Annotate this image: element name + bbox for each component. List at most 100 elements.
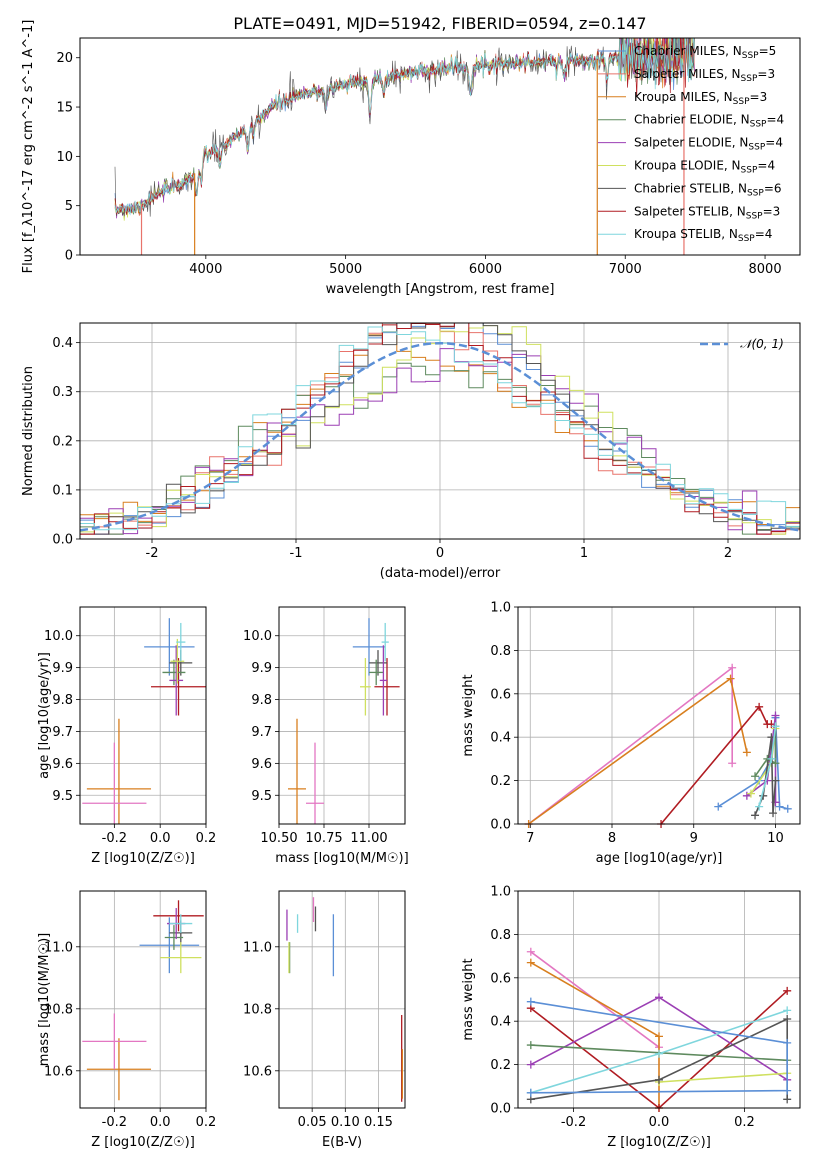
weight-marker [655, 1049, 663, 1058]
y-tick-label: 0.8 [490, 928, 511, 943]
y-axis-label: mass weight [461, 958, 476, 1040]
legend-label: Salpeter STELIB, NSSP=3 [634, 204, 780, 221]
y-tick-label: 0.8 [490, 644, 511, 659]
spectrum-series-line [114, 38, 695, 216]
x-tick-label: 0.0 [150, 831, 171, 846]
weight-line [528, 666, 734, 825]
x-axis-label: Z [log10(Z/Z☉)] [91, 1135, 195, 1150]
weight-marker [655, 993, 663, 1002]
panel-frame [278, 890, 406, 1109]
x-tick-label: 0.2 [196, 831, 217, 846]
y-tick-label: 9.6 [52, 757, 73, 772]
x-tick-label: 7 [526, 831, 534, 846]
x-axis-label: Z [log10(Z/Z☉)] [607, 1135, 711, 1150]
panel-frame [278, 606, 406, 825]
x-tick-label: 0.0 [649, 1115, 670, 1130]
y-axis-label: Flux [f_λ10^-17 erg cm^-2 s^-1 A^-1] [21, 20, 36, 274]
y-axis-label: age [log10(age/yr)] [37, 652, 52, 779]
y-tick-label: 10.6 [44, 1064, 73, 1079]
legend-label: Chabrier ELODIE, NSSP=4 [634, 113, 784, 130]
weight-line [658, 1072, 788, 1083]
errorbar-points [82, 900, 204, 1101]
y-tick-label: 11.0 [44, 940, 73, 955]
x-tick-label: 10.50 [260, 831, 297, 846]
y-tick-label: 0.2 [490, 1058, 511, 1073]
weight-marker [751, 772, 760, 781]
weight-marker [526, 947, 535, 956]
hist-series [80, 326, 800, 535]
y-axis-label: mass weight [461, 674, 476, 756]
x-tick-label: -0.2 [102, 1115, 127, 1130]
x-tick-label: 1 [580, 546, 588, 561]
weight-marker [746, 789, 755, 798]
y-tick-label: 0.4 [52, 336, 73, 351]
weight-marker [728, 759, 737, 768]
weight-marker [526, 958, 535, 967]
legend-label: Chabrier STELIB, NSSP=6 [634, 181, 782, 198]
x-tick-label: 4000 [189, 262, 222, 277]
spectrum-series-line [114, 38, 695, 219]
y-tick-label: 10.0 [243, 629, 272, 644]
y-tick-label: 0.1 [52, 483, 73, 498]
x-axis-label: Z [log10(Z/Z☉)] [91, 851, 195, 866]
x-tick-label: 5000 [329, 262, 362, 277]
x-tick-label: 0.15 [364, 1115, 393, 1130]
hist-steps [80, 323, 800, 535]
y-tick-label: 15 [56, 101, 73, 116]
weight-marker [526, 1060, 535, 1069]
y-tick-label: 0.6 [490, 971, 511, 986]
weight-marker [526, 1041, 535, 1050]
weight-line [528, 677, 748, 825]
x-tick-label: -0.2 [561, 1115, 586, 1130]
y-tick-label: 1.0 [490, 601, 511, 616]
x-tick-label: -2 [146, 546, 159, 561]
x-tick-label: 0 [436, 546, 444, 561]
legend-label: Chabrier MILES, NSSP=5 [634, 44, 776, 61]
y-tick-label: 9.7 [52, 725, 73, 740]
x-tick-label: 8 [608, 831, 616, 846]
weight-marker [751, 811, 760, 820]
weight-marker [767, 754, 776, 763]
legend-label: Salpeter ELODIE, NSSP=4 [634, 136, 783, 153]
weight-marker [783, 804, 792, 813]
y-axis-label: mass [log10(M/M☉)] [37, 933, 52, 1066]
spectrum-series-line [114, 38, 695, 216]
errorbar-points [288, 618, 400, 824]
y-tick-label: 9.5 [251, 789, 272, 804]
y-tick-label: 9.8 [251, 693, 272, 708]
weight-marker [742, 748, 751, 757]
weight-marker [769, 809, 778, 818]
x-tick-label: 11.00 [350, 831, 387, 846]
weight-marker [755, 702, 764, 711]
x-tick-label: 0.10 [331, 1115, 360, 1130]
errorbar-points [82, 618, 206, 824]
gaussian-reference-line [80, 341, 800, 532]
spectrum-lines [114, 38, 695, 255]
weight-series [526, 947, 792, 1112]
weight-marker [783, 986, 792, 995]
x-axis-label: wavelength [Angstrom, rest frame] [326, 282, 555, 297]
y-tick-label: 1.0 [490, 885, 511, 900]
x-tick-label: 7000 [609, 262, 642, 277]
y-tick-label: 0.0 [490, 1102, 511, 1117]
weight-marker [714, 802, 723, 811]
legend-label: Salpeter MILES, NSSP=3 [634, 67, 775, 84]
y-tick-label: 10 [56, 150, 73, 165]
weight-marker [742, 791, 751, 800]
x-axis-label: mass [log10(M/M☉)] [275, 851, 408, 866]
y-tick-label: 9.7 [251, 725, 272, 740]
y-tick-label: 11.0 [243, 940, 272, 955]
weight-marker [728, 663, 737, 672]
weight-marker [655, 1032, 663, 1041]
hist-series [80, 323, 800, 535]
weight-marker [783, 1015, 792, 1024]
x-axis-label: (data-model)/error [380, 566, 501, 581]
weight-marker [771, 722, 780, 731]
weight-marker [726, 674, 735, 683]
y-tick-label: 0.4 [490, 1015, 511, 1030]
x-axis-label: E(B-V) [322, 1135, 362, 1150]
weight-marker [783, 1086, 792, 1095]
weight-marker [771, 759, 780, 768]
weight-marker [755, 802, 764, 811]
